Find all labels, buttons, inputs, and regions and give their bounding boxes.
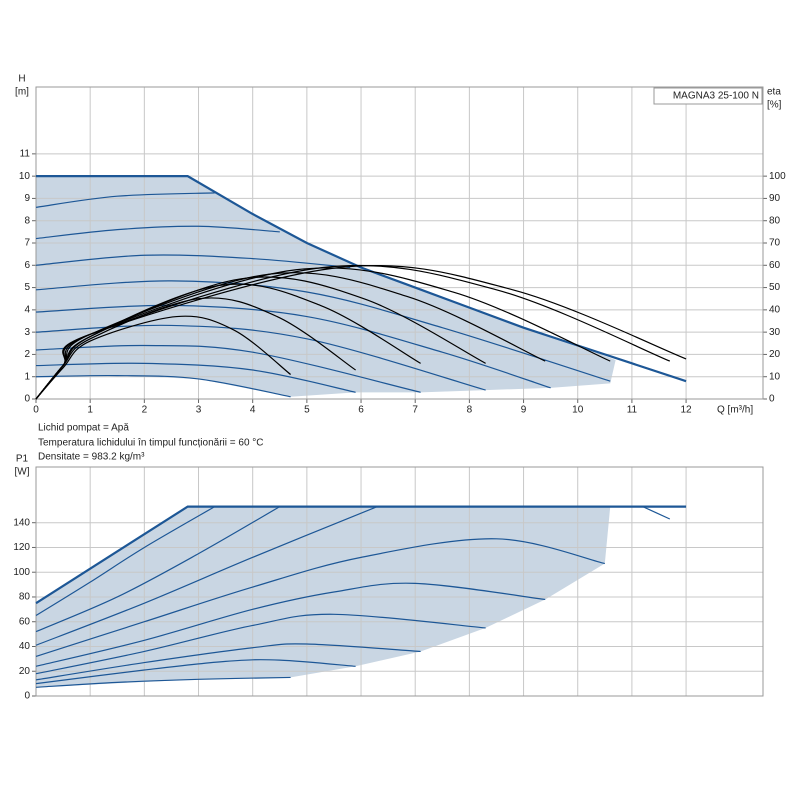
y2-tick-label: 30 — [769, 327, 781, 338]
y-tick-label: 3 — [24, 327, 30, 338]
x-tick-label: 5 — [304, 405, 310, 416]
performance-curve — [642, 506, 671, 520]
performance-curve — [35, 506, 216, 617]
y-tick-label: 7 — [24, 238, 30, 249]
x-tick-label: 7 — [412, 405, 418, 416]
performance-curve — [35, 538, 605, 657]
y-tick-label: 0 — [24, 691, 30, 702]
y-tick-label: 80 — [19, 592, 31, 603]
performance-curve — [35, 506, 378, 646]
y-axis-unit: [W] — [15, 467, 30, 478]
performance-curve — [35, 225, 280, 240]
performance-curve — [35, 324, 486, 391]
plot-frame — [35, 466, 764, 697]
x-tick-label: 2 — [142, 405, 148, 416]
x-tick-label: 12 — [681, 405, 693, 416]
efficiency-curve — [35, 264, 687, 400]
y-tick-label: 140 — [13, 517, 30, 528]
note: Densitate = 983.2 kg/m³ — [38, 452, 145, 463]
y2-tick-label: 20 — [769, 349, 781, 360]
chart-title: MAGNA3 25-100 N — [673, 91, 759, 102]
x-tick-label: 1 — [87, 405, 93, 416]
y2-tick-label: 60 — [769, 260, 781, 271]
performance-curve — [35, 582, 546, 667]
y2-tick-label: 100 — [769, 171, 786, 182]
performance-curve — [35, 613, 486, 675]
x-tick-label: 8 — [467, 405, 473, 416]
performance-curve — [35, 643, 421, 681]
performance-curve — [35, 374, 291, 398]
y-tick-label: 11 — [20, 148, 31, 159]
y2-tick-label: 0 — [769, 394, 775, 405]
performance-curve — [35, 192, 215, 208]
performance-curve — [35, 362, 356, 393]
efficiency-curve — [35, 315, 291, 400]
performance-curve — [36, 175, 687, 383]
x-tick-label: 10 — [572, 405, 584, 416]
y2-tick-label: 90 — [769, 193, 781, 204]
y-tick-label: 20 — [19, 666, 31, 677]
y-tick-label: 4 — [24, 304, 30, 315]
note: Temperatura lichidului în timpul funcțio… — [38, 438, 264, 449]
y-tick-label: 0 — [24, 394, 30, 405]
x-tick-label: 6 — [358, 405, 364, 416]
title-box — [653, 87, 763, 105]
y-tick-label: 1 — [24, 371, 30, 382]
y-tick-label: 40 — [19, 641, 31, 652]
y2-tick-label: 40 — [769, 304, 781, 315]
x-tick-label: 3 — [196, 405, 202, 416]
y-tick-label: 60 — [19, 616, 31, 627]
performance-curve — [35, 676, 291, 688]
y-tick-label: 120 — [13, 542, 30, 553]
performance-curve — [35, 280, 611, 382]
y2-tick-label: 80 — [769, 215, 781, 226]
performance-curve — [35, 304, 551, 389]
x-tick-label: 9 — [521, 405, 527, 416]
y-axis-label: H — [18, 74, 25, 85]
y-tick-label: 2 — [24, 349, 30, 360]
x-tick-label: 4 — [250, 405, 256, 416]
x-tick-label: 11 — [627, 405, 638, 416]
performance-curve — [35, 344, 421, 393]
y2-axis-label: eta — [767, 87, 781, 98]
performance-curve — [35, 506, 281, 633]
y-tick-label: 10 — [19, 171, 31, 182]
y-tick-label: 6 — [24, 260, 30, 271]
performance-curve — [35, 659, 356, 685]
performance-curve — [35, 505, 687, 605]
x-axis-label: Q [m³/h] — [717, 405, 753, 416]
y2-tick-label: 70 — [769, 238, 781, 249]
y-axis-label: P1 — [16, 454, 29, 465]
y-tick-label: 100 — [13, 567, 30, 578]
y-tick-label: 5 — [24, 282, 30, 293]
y-axis-unit: [m] — [15, 87, 29, 98]
y2-tick-label: 50 — [769, 282, 781, 293]
y-tick-label: 9 — [24, 193, 30, 204]
x-tick-label: 0 — [33, 405, 39, 416]
performance-curve — [35, 254, 351, 269]
plot-frame — [35, 86, 764, 400]
y2-axis-unit: [%] — [767, 100, 782, 111]
y2-tick-label: 10 — [769, 371, 781, 382]
y-tick-label: 8 — [24, 215, 30, 226]
note: Lichid pompat = Apă — [38, 423, 129, 434]
